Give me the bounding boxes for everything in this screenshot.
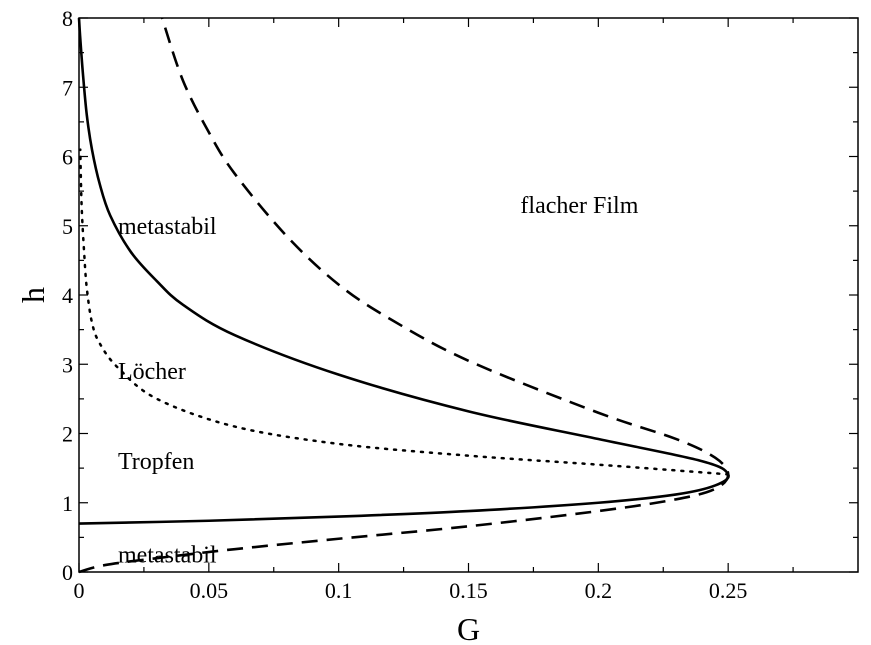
y-tick-label: 8 xyxy=(62,6,73,31)
region-label: metastabil xyxy=(118,543,217,569)
region-label: Löcher xyxy=(118,359,186,385)
x-tick-label: 0.1 xyxy=(325,578,353,603)
y-tick-label: 5 xyxy=(62,214,73,239)
plot-frame xyxy=(78,17,859,573)
y-axis-label: h xyxy=(15,287,51,303)
y-tick-label: 0 xyxy=(62,560,73,585)
region-annotations: flacher Film metastabil Löcher Tropfen metas… xyxy=(118,193,639,569)
x-tick-label: 0.25 xyxy=(709,578,748,603)
x-axis-label: G xyxy=(457,611,480,645)
x-tick-label: 0.05 xyxy=(190,578,229,603)
tick-labels: 0 0.05 0.1 0.15 0.2 0.25 0 1 2 3 4 5 6 7 8 xyxy=(62,6,747,603)
series-line-solid xyxy=(77,17,730,525)
y-tick-label: 2 xyxy=(62,422,73,447)
region-label: Tropfen xyxy=(118,449,194,475)
tick-marks xyxy=(78,17,858,573)
x-tick-label: 0 xyxy=(74,578,85,603)
x-tick-label: 0.2 xyxy=(585,578,613,603)
region-label: metastabil xyxy=(118,214,217,240)
y-tick-label: 4 xyxy=(62,283,73,308)
series-line-dotted xyxy=(79,148,730,476)
y-tick-label: 3 xyxy=(62,352,73,377)
x-tick-label: 0.15 xyxy=(449,578,488,603)
series-lines xyxy=(77,17,730,574)
series-line-dashed xyxy=(78,17,730,574)
y-tick-label: 1 xyxy=(62,491,73,516)
y-tick-label: 6 xyxy=(62,145,73,170)
y-tick-label: 7 xyxy=(62,75,73,100)
region-label: flacher Film xyxy=(520,193,638,219)
